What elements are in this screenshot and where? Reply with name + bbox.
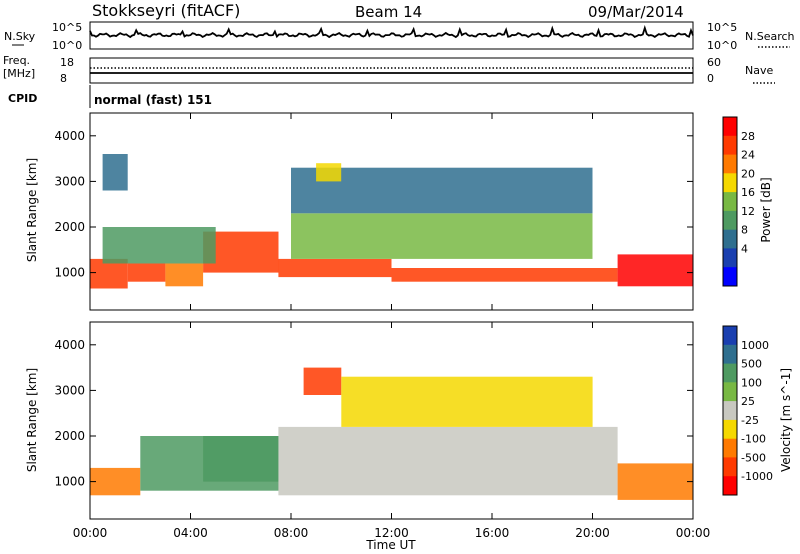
- power-colorbar-swatch: [723, 210, 737, 231]
- power-colorbar-swatch: [723, 192, 737, 212]
- velocity-panel: 1000 2000 3000 4000 Slant Range [km]: [25, 321, 694, 520]
- velocity-region-5: [303, 367, 342, 395]
- nsky-tick-top: 10^5: [52, 21, 82, 34]
- velocity-colorbar-label: Velocity [m s^-1]: [779, 368, 793, 472]
- freq-strip: Freq. [MHz] 18 8 60 0 Nave: [3, 54, 775, 85]
- velocity-colorbar-swatch: [723, 326, 737, 346]
- velocity-colorbar-tick: 500: [741, 358, 762, 371]
- nave-tick-top: 60: [707, 56, 721, 69]
- velocity-region-2: [203, 436, 279, 482]
- station-title: Stokkseyri (fitACF): [92, 1, 240, 20]
- velocity-ytick-label: 1000: [54, 475, 85, 489]
- power-colorbar-tick: 8: [741, 224, 748, 237]
- nsearch-tick-top: 10^5: [707, 21, 737, 34]
- power-colorbar-label: Power [dB]: [759, 177, 773, 242]
- power-colorbar-swatch: [723, 229, 737, 249]
- freq-tick-top: 18: [60, 56, 74, 69]
- x-tick-label: 00:00: [73, 526, 108, 540]
- power-colorbar-tick: 20: [741, 167, 755, 180]
- velocity-colorbar-swatch: [723, 344, 737, 365]
- velocity-ytick-label: 3000: [54, 383, 85, 397]
- velocity-ylabel: Slant Range [km]: [25, 368, 39, 472]
- velocity-colorbar-frame: [722, 325, 738, 496]
- power-colorbar-swatch: [723, 135, 737, 156]
- velocity-colorbar-swatch: [723, 457, 737, 477]
- x-tick-label: 00:00: [676, 526, 711, 540]
- nsky-strip: N.Sky 10^5 10^0 10^5 10^0 N.Search: [4, 21, 795, 52]
- velocity-colorbar-swatch: [723, 363, 737, 383]
- power-colorbar-swatch: [723, 173, 737, 193]
- power-region-10: [102, 154, 128, 191]
- x-tick-label: 12:00: [374, 526, 409, 540]
- velocity-region-0: [90, 467, 141, 496]
- x-tick-label: 20:00: [575, 526, 610, 540]
- power-ytick-label: 3000: [54, 174, 85, 188]
- x-tick-label: 08:00: [274, 526, 309, 540]
- nsky-label: N.Sky: [4, 30, 36, 43]
- velocity-colorbar-swatch: [723, 401, 737, 421]
- freq-label: Freq.: [3, 54, 30, 67]
- power-colorbar-tick: 16: [741, 186, 755, 199]
- velocity-colorbar: 1000 500 100 25 -25 -100 -500 -1000: [722, 325, 773, 496]
- date-title: 09/Mar/2014: [588, 3, 684, 21]
- power-region-4: [278, 258, 392, 278]
- x-axis-label: Time UT: [365, 538, 416, 552]
- power-colorbar: 28 24 20 16 12 8 4: [722, 116, 755, 287]
- power-panel: 1000 2000 3000 4000 Slant Range [km]: [25, 112, 694, 311]
- velocity-colorbar-tick: -500: [741, 451, 766, 464]
- freq-unit-label: [MHz]: [3, 67, 35, 80]
- nave-tick-bottom: 0: [707, 72, 714, 85]
- x-tick-label: 04:00: [173, 526, 208, 540]
- beam-title: Beam 14: [355, 3, 422, 21]
- power-region-9: [291, 167, 593, 214]
- power-colorbar-tick: 24: [741, 149, 755, 162]
- power-ytick-label: 4000: [54, 129, 85, 143]
- power-region-1: [127, 263, 166, 282]
- velocity-colorbar-swatch: [723, 382, 737, 402]
- x-tick-label: 16:00: [475, 526, 510, 540]
- power-colorbar-swatch: [723, 117, 737, 137]
- velocity-region-6: [341, 376, 593, 427]
- power-region-8: [102, 227, 216, 264]
- nsearch-label: N.Search: [745, 30, 795, 43]
- power-colorbar-swatch: [723, 154, 737, 174]
- power-ytick-label: 2000: [54, 220, 85, 234]
- velocity-colorbar-tick: -25: [741, 414, 759, 427]
- velocity-colorbar-tick: 100: [741, 376, 762, 389]
- cpid-value: normal (fast) 151: [94, 93, 212, 107]
- nsearch-tick-bottom: 10^0: [707, 39, 737, 52]
- power-colorbar-tick: 4: [741, 242, 748, 255]
- power-colorbar-tick: 28: [741, 130, 755, 143]
- cpid-label: CPID: [8, 92, 37, 105]
- velocity-colorbar-swatch: [723, 419, 737, 440]
- power-colorbar-swatch: [723, 267, 737, 287]
- velocity-colorbar-tick: -1000: [741, 470, 773, 483]
- power-colorbar-tick: 12: [741, 205, 755, 218]
- power-colorbar-swatch: [723, 248, 737, 268]
- velocity-ytick-label: 4000: [54, 338, 85, 352]
- power-colorbar-frame: [722, 116, 738, 287]
- freq-panel: [89, 57, 694, 84]
- power-ytick-label: 1000: [54, 266, 85, 280]
- power-region-6: [617, 254, 693, 287]
- velocity-ytick-label: 2000: [54, 429, 85, 443]
- velocity-region-3: [278, 426, 618, 496]
- nave-label: Nave: [745, 64, 773, 77]
- power-region-5: [391, 268, 618, 282]
- velocity-colorbar-swatch: [723, 438, 737, 458]
- nsky-trace: [89, 25, 694, 39]
- power-region-2: [165, 263, 204, 287]
- velocity-colorbar-swatch: [723, 476, 737, 496]
- power-region-7: [291, 213, 593, 259]
- nsky-tick-bottom: 10^0: [52, 39, 82, 52]
- velocity-colorbar-tick: 25: [741, 395, 755, 408]
- power-ylabel: Slant Range [km]: [25, 158, 39, 262]
- velocity-colorbar-tick: -100: [741, 433, 766, 446]
- power-region-0: [90, 258, 128, 289]
- velocity-region-4: [617, 463, 693, 500]
- power-region-11: [316, 163, 342, 182]
- velocity-colorbar-tick: 1000: [741, 339, 769, 352]
- freq-tick-bottom: 8: [60, 72, 67, 85]
